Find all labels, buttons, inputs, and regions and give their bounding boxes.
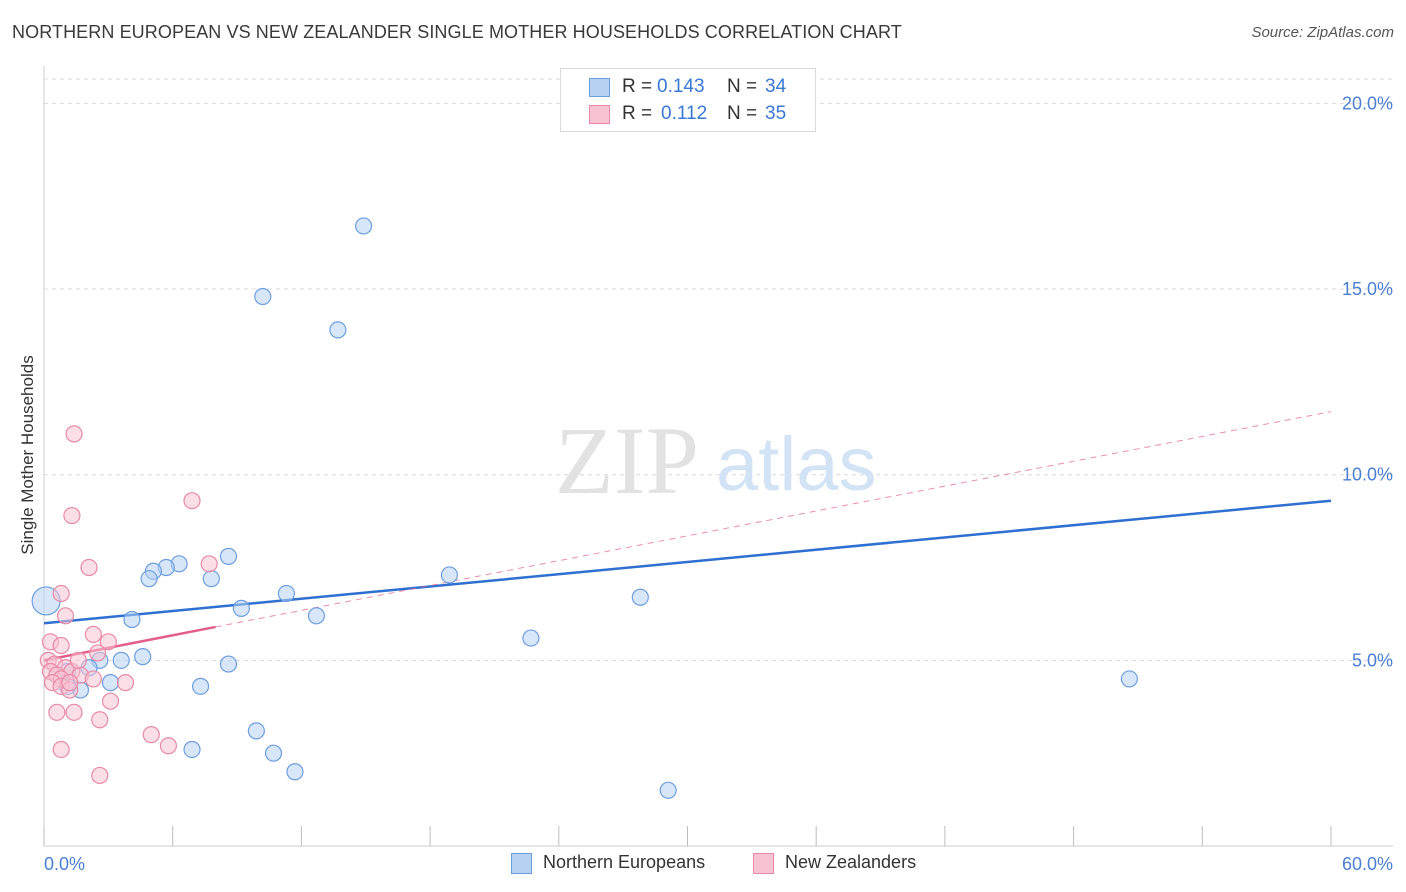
point-new-zealanders (91, 711, 109, 729)
point-northern-europeans (659, 781, 677, 799)
point-new-zealanders (101, 692, 120, 710)
legend-swatch-pink (589, 105, 610, 124)
point-new-zealanders (61, 674, 79, 692)
point-northern-europeans (112, 651, 130, 669)
point-northern-europeans (134, 648, 152, 666)
point-northern-europeans (286, 763, 304, 781)
point-northern-europeans (522, 629, 540, 647)
point-northern-europeans (183, 740, 201, 759)
point-new-zealanders (80, 558, 98, 577)
point-northern-europeans (140, 570, 158, 588)
point-northern-europeans (329, 321, 347, 339)
point-northern-europeans (123, 610, 141, 629)
point-northern-europeans (264, 744, 283, 762)
point-northern-europeans (219, 655, 238, 673)
point-northern-europeans (191, 677, 210, 695)
trend-line-northern-europeans (43, 499, 1332, 625)
n-value: 35 (765, 103, 787, 124)
point-new-zealanders (52, 740, 70, 759)
point-new-zealanders (63, 506, 81, 525)
watermark-atlas: atlas (716, 422, 877, 507)
legend-swatch-blue (511, 853, 532, 874)
x-tick-label-min: 0.0% (44, 854, 85, 874)
point-new-zealanders (159, 737, 178, 755)
point-northern-europeans (631, 588, 649, 606)
point-northern-europeans (219, 547, 238, 565)
point-northern-europeans (232, 599, 250, 617)
y-tick-label: 15.0% (1342, 279, 1393, 299)
source-credit: Source: ZipAtlas.com (1251, 24, 1394, 41)
y-tick-label: 20.0% (1342, 93, 1393, 113)
n-value: 34 (765, 76, 787, 97)
point-northern-europeans (277, 584, 295, 603)
point-northern-europeans (247, 722, 265, 740)
point-northern-europeans (101, 674, 120, 692)
point-northern-europeans (355, 217, 373, 235)
point-new-zealanders (84, 625, 102, 643)
point-new-zealanders (183, 492, 201, 510)
point-northern-europeans (202, 570, 220, 588)
point-new-zealanders (99, 633, 117, 651)
point-northern-europeans (1120, 670, 1138, 688)
y-tick-labels: 5.0% 10.0% 15.0% 20.0% (1342, 93, 1393, 670)
point-new-zealanders (69, 651, 87, 669)
r-label: R = (622, 76, 653, 97)
point-new-zealanders (65, 703, 83, 721)
point-new-zealanders (84, 670, 102, 688)
trend-line-new-zealanders (43, 625, 216, 662)
point-northern-europeans (307, 607, 326, 625)
y-tick-label: 10.0% (1342, 465, 1393, 485)
n-label: N = (727, 76, 758, 97)
point-new-zealanders (52, 636, 70, 655)
legend-swatch-blue (589, 78, 610, 97)
correlation-legend: R = 0.143 N = 34 R = 0.112 N = 35 (560, 68, 816, 132)
grid-lines (44, 78, 1393, 661)
r-value: 0.112 (661, 103, 708, 124)
trend-line-new-zealanders (215, 411, 1332, 628)
point-new-zealanders (52, 584, 70, 603)
point-new-zealanders (91, 766, 109, 785)
point-new-zealanders (48, 703, 66, 721)
point-new-zealanders (65, 425, 83, 443)
y-tick-label: 5.0% (1352, 650, 1393, 670)
point-new-zealanders (56, 607, 75, 625)
point-new-zealanders (200, 555, 218, 573)
legend-label: New Zealanders (785, 852, 917, 872)
chart-title: NORTHERN EUROPEAN VS NEW ZEALANDER SINGL… (12, 22, 902, 42)
point-northern-europeans (440, 566, 459, 584)
legend-swatch-pink (753, 853, 774, 874)
r-value: 0.143 (657, 76, 705, 97)
point-new-zealanders (142, 726, 160, 744)
x-tick-label-max: 60.0% (1342, 854, 1393, 874)
n-label: N = (727, 103, 758, 124)
watermark-zip: ZIP (555, 407, 699, 514)
legend-label: Northern Europeans (543, 852, 706, 872)
point-northern-europeans (254, 287, 272, 306)
r-label: R = (622, 103, 653, 124)
axes (43, 66, 1393, 847)
point-new-zealanders (116, 674, 135, 692)
point-new-zealanders (89, 644, 107, 662)
